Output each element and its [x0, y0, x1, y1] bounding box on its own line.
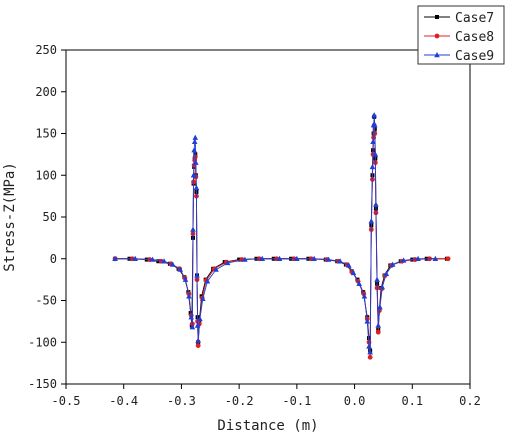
data-point-case9 [383, 270, 390, 276]
x-tick-label: 0.1 [401, 394, 423, 408]
data-point-case9 [189, 324, 196, 330]
data-point-case9 [372, 151, 379, 157]
y-axis-title: Stress-Z(MPa) [2, 162, 18, 272]
data-point-case9 [373, 201, 379, 207]
data-point-case9 [371, 122, 378, 128]
y-tick-label: -150 [28, 377, 57, 391]
data-point-case9 [375, 322, 382, 328]
data-point-case8 [367, 354, 373, 360]
series-layer [112, 112, 451, 360]
y-tick-label: -100 [28, 335, 57, 349]
data-point-case9 [186, 293, 192, 299]
legend-label-case8: Case8 [455, 30, 494, 45]
data-point-case9 [194, 272, 200, 278]
data-point-case9 [194, 322, 201, 328]
data-point-case9 [177, 266, 184, 272]
legend-label-case9: Case9 [455, 49, 494, 64]
data-point-case9 [366, 343, 372, 349]
data-point-case9 [356, 280, 362, 286]
legend-marker-case8 [434, 33, 440, 39]
data-point-case9 [199, 295, 206, 302]
data-point-case9 [432, 255, 439, 261]
x-axis: -0.5 -0.4 -0.3 -0.2 -0.1 0.0 0.1 0.2 [52, 384, 481, 408]
y-tick-label: 150 [35, 127, 57, 141]
data-point-case9 [364, 318, 371, 324]
x-tick-label: -0.5 [52, 394, 81, 408]
data-point-case9 [192, 134, 199, 140]
data-point-case9 [389, 261, 396, 267]
y-axis: -150 -100 -50 0 50 100 150 200 250 [28, 43, 66, 391]
data-point-case9 [169, 261, 176, 267]
data-point-case9 [368, 218, 375, 224]
data-point-case9 [204, 278, 211, 284]
data-point-case9 [379, 284, 386, 290]
data-point-case9 [400, 257, 407, 263]
legend-marker-case7 [435, 15, 439, 19]
data-point-case9 [112, 255, 118, 261]
data-point-case9 [149, 256, 156, 262]
data-point-case9 [193, 184, 200, 190]
data-point-case9 [276, 255, 283, 261]
data-point-case9 [377, 304, 383, 310]
data-point-case9 [224, 259, 231, 266]
data-point-case9 [190, 226, 196, 232]
y-tick-label: 200 [35, 85, 57, 99]
data-point-case9 [346, 262, 352, 268]
data-point-case9 [132, 255, 139, 261]
data-point-case8 [195, 343, 201, 348]
data-point-case8 [445, 256, 451, 262]
data-point-case7 [237, 257, 242, 262]
data-point-case9 [195, 337, 201, 343]
plot-area [65, 49, 471, 385]
x-tick-label: -0.3 [167, 394, 196, 408]
data-point-case9 [182, 276, 189, 282]
data-point-case9 [213, 266, 219, 272]
data-point-case9 [191, 147, 197, 153]
data-point-case9 [311, 255, 317, 261]
legend: Case7 Case8 Case9 [417, 5, 505, 65]
series-case9 [112, 112, 439, 355]
data-point-case9 [371, 112, 377, 118]
data-point-case9 [188, 314, 195, 320]
data-point-case9 [197, 315, 203, 322]
legend-box [417, 5, 505, 65]
data-point-case9 [361, 293, 368, 299]
data-point-case9 [191, 138, 198, 145]
x-tick-label: -0.2 [225, 394, 254, 408]
data-point-case9 [325, 256, 332, 262]
data-point-case8 [375, 329, 381, 335]
y-tick-label: -50 [35, 294, 57, 308]
data-point-case9 [370, 138, 376, 145]
data-point-case9 [350, 269, 357, 276]
data-point-case9 [242, 256, 248, 262]
data-point-case9 [415, 255, 421, 261]
data-point-case9 [190, 172, 197, 178]
data-point-case9 [369, 163, 376, 170]
data-point-case9 [294, 255, 300, 261]
x-tick-label: 0.0 [344, 394, 366, 408]
series-line-case9 [115, 115, 436, 353]
data-point-case9 [259, 255, 266, 261]
data-point-case9 [193, 159, 199, 165]
y-tick-label: 50 [43, 210, 57, 224]
legend-label-case7: Case7 [455, 11, 494, 26]
data-point-case9 [374, 276, 380, 282]
data-point-case9 [367, 349, 373, 355]
x-tick-label: -0.1 [282, 394, 311, 408]
legend-marker-case9 [434, 52, 440, 58]
data-point-case9 [161, 258, 167, 264]
x-axis-title: Distance (m) [217, 418, 318, 434]
y-tick-label: 0 [50, 252, 57, 266]
x-tick-label: -0.4 [109, 394, 138, 408]
y-tick-label: 100 [35, 168, 57, 182]
y-tick-label: 250 [35, 43, 57, 57]
data-point-case9 [337, 258, 343, 264]
x-tick-label: 0.2 [459, 394, 481, 408]
